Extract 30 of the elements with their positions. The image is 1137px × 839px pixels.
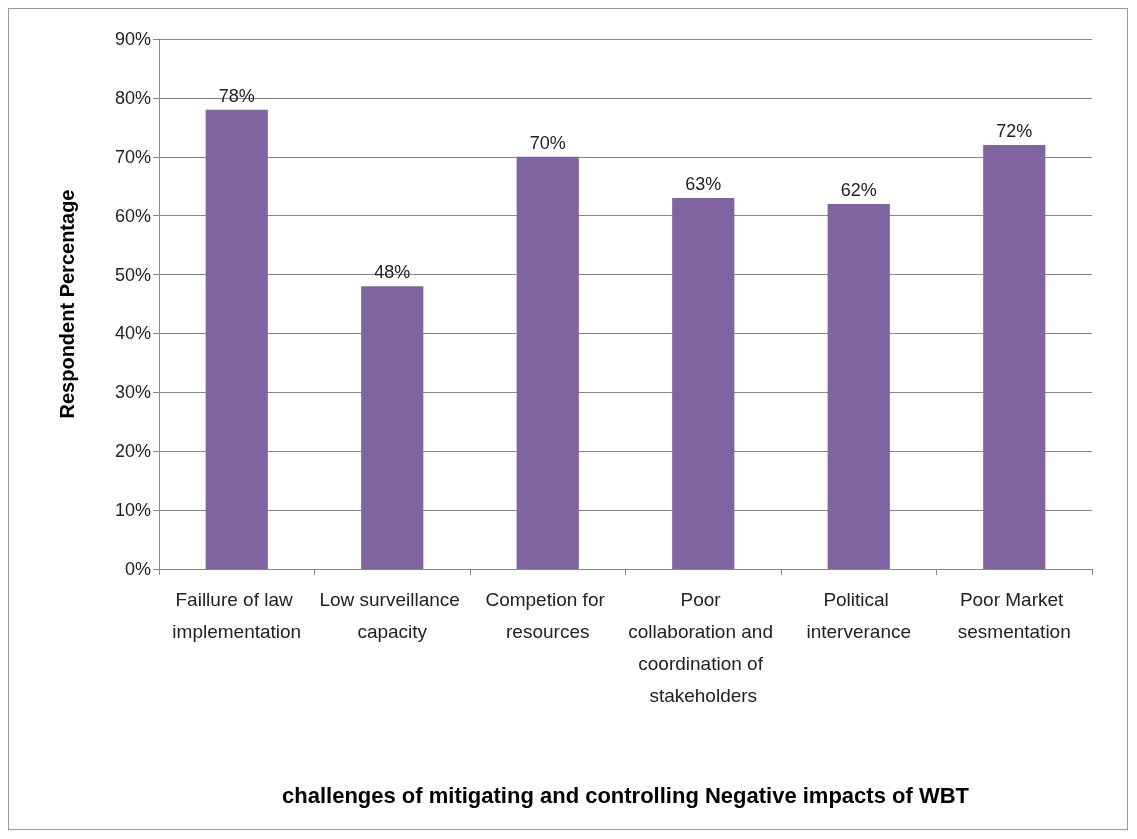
x-tick-label: Political interverance <box>806 588 912 642</box>
y-tick-label: 40% <box>114 323 151 344</box>
x-tick-label: Low surveillance capacity <box>319 588 466 642</box>
y-axis-title: Respondent Percentage <box>56 189 78 419</box>
data-label: 62% <box>840 179 877 200</box>
bar <box>516 156 579 569</box>
y-tick-label: 20% <box>114 441 151 462</box>
y-tick-label: 10% <box>114 500 151 521</box>
bar <box>361 286 424 569</box>
bar <box>205 109 268 569</box>
y-tick-label: 50% <box>114 264 151 285</box>
data-label: 63% <box>685 174 722 194</box>
y-tick-label: 80% <box>114 87 151 108</box>
x-tick-label: Poor Market sesmentation <box>957 588 1071 642</box>
y-tick-label: 30% <box>114 382 151 403</box>
bar <box>983 145 1046 569</box>
x-axis-title: challenges of mitigating and controlling Negative impacts of WBT <box>282 782 970 808</box>
y-tick-label: 60% <box>114 205 151 226</box>
data-label: 72% <box>996 121 1033 141</box>
x-tick-label: Competion for resources <box>485 588 611 642</box>
bar <box>672 198 735 569</box>
data-label: 78% <box>218 85 255 106</box>
y-tick-label: 70% <box>114 146 151 167</box>
y-tick-label: 0% <box>124 559 151 579</box>
y-tick-label: 90% <box>114 29 151 49</box>
data-label: 48% <box>374 262 411 283</box>
x-tick-label: Poor collaboration and coordination of stakeholders <box>628 588 779 706</box>
data-label: 70% <box>529 132 566 153</box>
x-tick-label: Faillure of law implementation <box>172 588 302 642</box>
bar <box>827 203 890 569</box>
